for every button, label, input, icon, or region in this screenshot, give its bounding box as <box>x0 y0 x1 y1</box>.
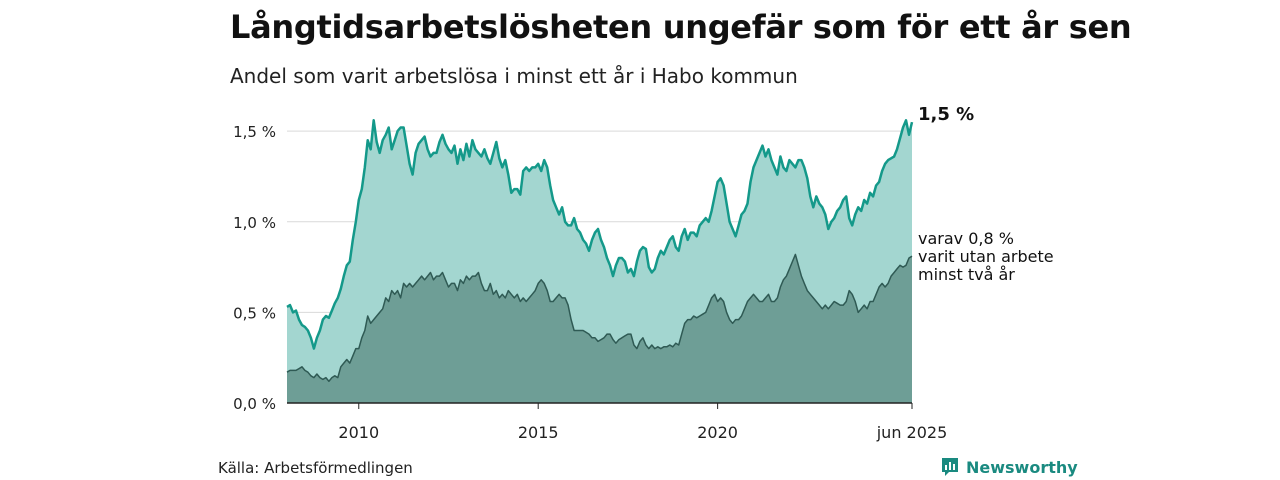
chart-area: 0,0 % 0,5 % 1,0 % 1,5 % 2010 2015 2020 jun 2025… <box>233 104 1054 442</box>
series-lines <box>286 119 914 383</box>
end-label-sub-line: varav 0,8 % <box>918 229 1014 248</box>
x-tick-label: 2015 <box>518 423 559 442</box>
y-tick-label: 0,5 % <box>233 304 276 322</box>
series-sub-area <box>287 254 912 403</box>
y-tick-label: 0,0 % <box>233 395 276 413</box>
source-note: Källa: Arbetsförmedlingen <box>218 459 413 477</box>
brand[interactable]: Newsworthy <box>940 456 1078 478</box>
series-sub-line <box>286 253 913 383</box>
end-label-main: 1,5 % <box>918 104 974 125</box>
chart-subtitle: Andel som varit arbetslösa i minst ett å… <box>230 64 798 88</box>
series-areas <box>287 120 912 404</box>
y-tick-label: 1,5 % <box>233 123 276 141</box>
end-label-sub-line: varit utan arbete <box>918 247 1054 266</box>
axes: 0,0 % 0,5 % 1,0 % 1,5 % 2010 2015 2020 jun 2025 <box>233 123 947 442</box>
x-tick-label: 2010 <box>338 423 379 442</box>
series-main-line <box>286 119 914 350</box>
x-tick-label: jun 2025 <box>876 423 948 442</box>
chart-title: Långtidsarbetslösheten ungefär som för e… <box>230 8 1132 46</box>
end-label-sub-line: minst två år <box>918 265 1015 284</box>
newsworthy-logo-icon <box>942 458 958 476</box>
y-tick-label: 1,0 % <box>233 214 276 232</box>
x-tick-label: 2020 <box>697 423 738 442</box>
brand-name: Newsworthy <box>966 457 1078 477</box>
